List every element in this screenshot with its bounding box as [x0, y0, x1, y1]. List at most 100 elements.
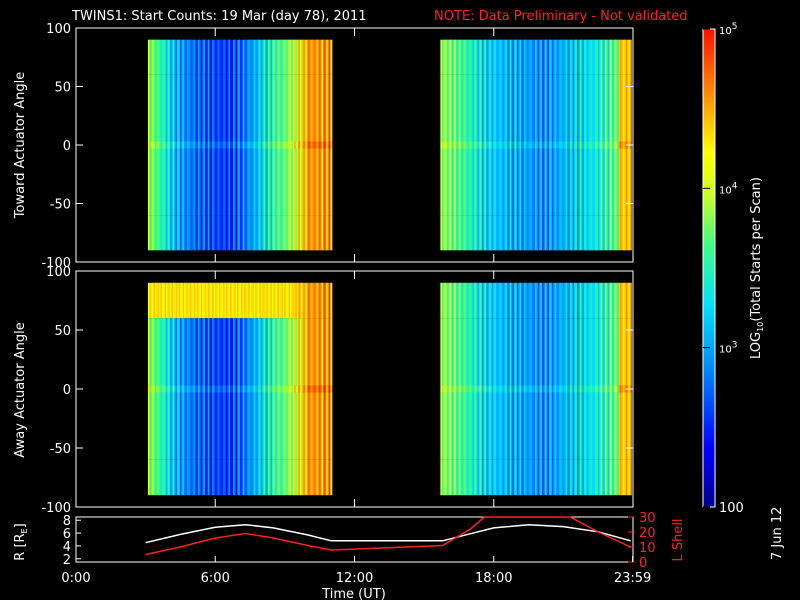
heatmap-cell — [473, 392, 476, 460]
heatmap-cell — [440, 392, 443, 460]
heatmap-cell — [615, 39, 618, 75]
heatmap-cell — [617, 39, 620, 75]
heatmap-cell — [326, 39, 329, 75]
heatmap-cell — [323, 39, 326, 75]
heatmap-cell — [445, 392, 448, 460]
heatmap-cell — [606, 215, 609, 251]
heatmap-cell — [576, 282, 579, 319]
heatmap-cell — [218, 318, 221, 386]
heatmap-cell — [241, 74, 244, 142]
heatmap-cell — [569, 385, 572, 393]
heatmap-cell — [289, 148, 292, 216]
heatmap-cell — [494, 141, 497, 149]
heatmap-cell — [629, 39, 632, 75]
heatmap-cell — [303, 282, 306, 319]
heatmap-cell — [326, 392, 329, 460]
heatmap-cell — [536, 459, 539, 496]
heatmap-cell — [579, 148, 582, 216]
heatmap-cell — [246, 74, 249, 142]
heatmap-cell — [316, 318, 319, 386]
heatmap-cell — [287, 392, 290, 460]
heatmap-cell — [523, 74, 526, 142]
heatmap-cell — [567, 282, 570, 319]
heatmap-cell — [168, 459, 171, 496]
heatmap-cell — [209, 74, 212, 142]
heatmap-cell — [447, 282, 450, 319]
heatmap-cell — [614, 148, 617, 216]
heatmap-cell — [161, 148, 164, 216]
heatmap-cell — [576, 148, 579, 216]
heatmap-cell — [207, 148, 210, 216]
heatmap-cell — [493, 385, 496, 393]
heatmap-cell — [491, 39, 494, 75]
heatmap-cell — [249, 74, 252, 142]
heatmap-cell — [200, 282, 203, 319]
heatmap-cell — [596, 282, 599, 319]
heatmap-cell — [266, 385, 269, 393]
heatmap-cell — [163, 318, 166, 386]
heatmap-cell — [320, 392, 323, 460]
heatmap-cell — [189, 459, 192, 496]
heatmap-cell — [496, 215, 499, 251]
heatmap-cell — [508, 39, 511, 75]
heatmap-cell — [166, 392, 169, 460]
heatmap-cell — [330, 385, 333, 393]
heatmap-cell — [221, 141, 224, 149]
heatmap-cell — [622, 141, 625, 149]
heatmap-cell — [302, 318, 305, 386]
heatmap-cell — [471, 74, 473, 142]
heatmap-cell — [244, 385, 247, 393]
heatmap-cell — [600, 141, 603, 149]
heatmap-cell — [207, 392, 210, 460]
heatmap-cell — [274, 282, 277, 319]
heatmap-cell — [270, 148, 273, 216]
heatmap-cell — [306, 39, 309, 75]
heatmap-cell — [597, 385, 600, 393]
heatmap-cell — [178, 74, 181, 142]
heatmap-cell — [594, 392, 597, 460]
heatmap-cell — [278, 74, 281, 142]
heatmap-cell — [440, 215, 443, 251]
heatmap-cell — [276, 282, 279, 319]
heatmap-cell — [206, 385, 209, 393]
heatmap-cell — [305, 148, 308, 216]
heatmap-cell — [572, 318, 575, 386]
heatmap-cell — [150, 282, 153, 319]
heatmap-cell — [170, 318, 173, 386]
heatmap-cell — [548, 392, 551, 460]
heatmap-cell — [450, 215, 453, 251]
heatmap-cell — [585, 215, 588, 251]
heatmap-cell — [249, 392, 252, 460]
heatmap-cell — [174, 74, 177, 142]
heatmap-cell — [186, 392, 189, 460]
heatmap-cell — [256, 459, 259, 496]
heatmap-cell — [557, 74, 560, 142]
heatmap-cell — [302, 392, 305, 460]
heatmap-cell — [617, 148, 620, 216]
heatmap-cell — [508, 318, 511, 386]
heatmap-cell — [230, 282, 233, 319]
heatmap-cell — [550, 392, 553, 460]
heatmap-cell — [562, 141, 565, 149]
heatmap-cell — [202, 385, 205, 393]
heatmap-cell — [153, 141, 156, 149]
heatmap-cell — [156, 74, 159, 142]
heatmap-cell — [607, 39, 610, 75]
heatmap-cell — [242, 392, 245, 460]
heatmap-cell — [328, 39, 331, 75]
heatmap-cell — [594, 215, 597, 251]
heatmap-cell — [479, 39, 482, 75]
heatmap-cell — [625, 215, 628, 251]
heatmap-cell — [281, 39, 284, 75]
heatmap-cell — [523, 141, 526, 149]
heatmap-cell — [209, 392, 212, 460]
heatmap-cell — [581, 141, 583, 149]
heatmap-cell — [234, 385, 237, 393]
heatmap-cell — [562, 318, 565, 386]
heatmap-cell — [533, 392, 536, 460]
heatmap-cell — [252, 39, 255, 75]
colorbar-tick-label: 103 — [719, 341, 737, 356]
heatmap-cell — [476, 215, 479, 251]
heatmap-cell — [578, 74, 581, 142]
